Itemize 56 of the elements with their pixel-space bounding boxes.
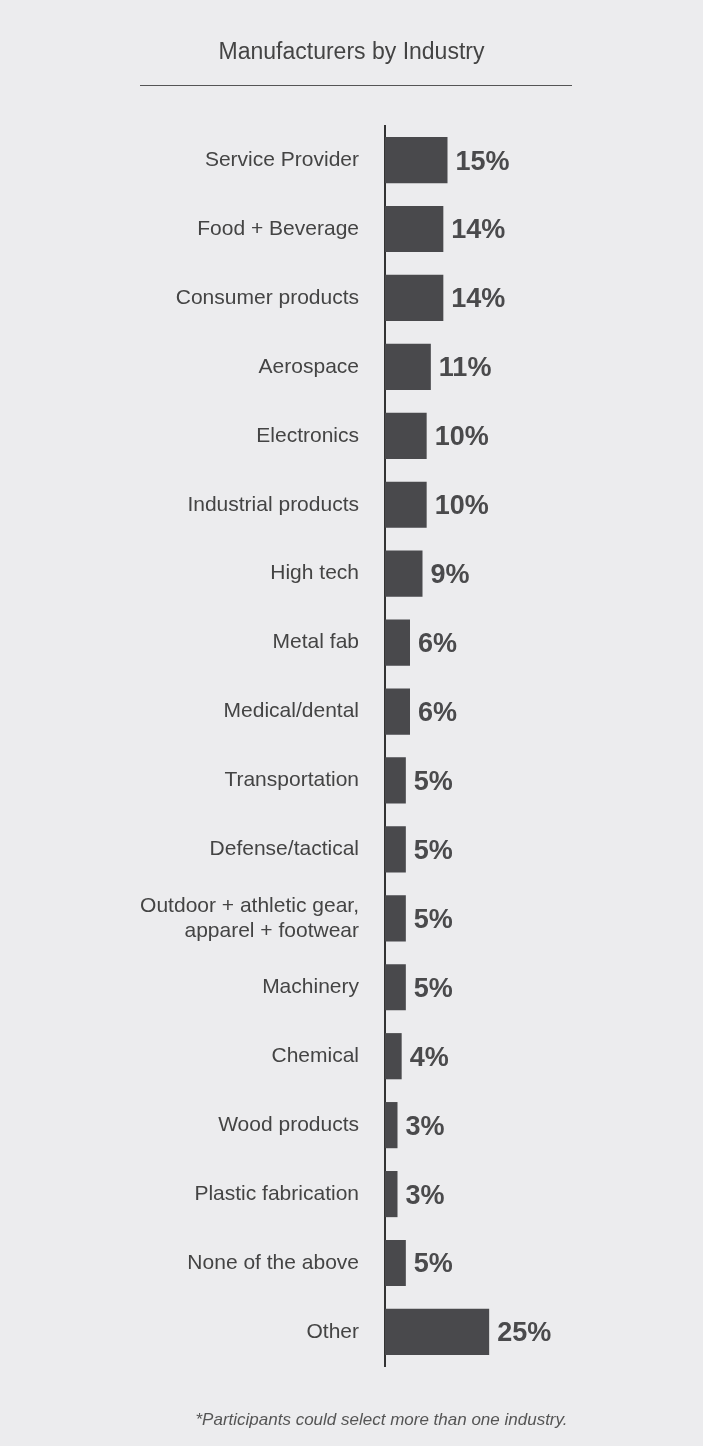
y-tick-label: Defense/tactical: [209, 836, 359, 860]
y-tick-label: Consumer products: [175, 284, 359, 308]
y-tick-label: Outdoor + athletic gear, apparel + footwear: [140, 892, 359, 941]
y-tick-label: Other: [306, 1318, 359, 1342]
y-tick-label: Transportation: [224, 767, 359, 791]
data-label: 6%: [418, 696, 458, 727]
data-label: 14%: [451, 283, 506, 314]
bar: [385, 757, 406, 804]
y-tick-label: High tech: [270, 560, 359, 584]
data-label: 3%: [405, 1110, 445, 1141]
data-label: 5%: [413, 1248, 453, 1279]
data-label: 11%: [438, 352, 492, 383]
data-label: 6%: [418, 628, 458, 659]
data-label: 25%: [497, 1317, 552, 1348]
y-tick-label: Medical/dental: [223, 698, 359, 722]
y-tick-label: Electronics: [256, 422, 359, 446]
data-label: 5%: [413, 834, 453, 865]
bar: [385, 1239, 406, 1287]
bar: [385, 343, 431, 390]
y-tick-label: None of the above: [187, 1249, 359, 1273]
bar: [385, 412, 427, 459]
bar: [385, 895, 406, 942]
data-label: 14%: [451, 214, 506, 245]
bar: [385, 1308, 490, 1356]
bar: [385, 136, 448, 184]
data-label: 10%: [434, 421, 489, 452]
data-label: 10%: [434, 490, 489, 521]
data-label: 5%: [413, 972, 453, 1003]
y-tick-label: Machinery: [262, 974, 360, 998]
bar: [385, 274, 444, 322]
chart-title: Manufacturers by Industry: [217, 38, 486, 65]
y-tick-label: Metal fab: [272, 629, 359, 653]
bar: [385, 205, 444, 253]
y-tick-label: Aerospace: [258, 353, 359, 377]
bar: [385, 688, 410, 735]
data-label: 9%: [430, 559, 470, 590]
bar: [385, 619, 410, 666]
y-tick-label: Wood products: [218, 1111, 359, 1135]
bar: [385, 826, 406, 873]
data-label: 5%: [413, 903, 453, 934]
y-tick-label: Industrial products: [187, 491, 359, 515]
bar: [385, 481, 427, 528]
data-label: 3%: [405, 1179, 445, 1210]
text: *Participants could select more than one industry.: [194, 1410, 569, 1430]
data-label: 4%: [409, 1041, 449, 1072]
bar: [385, 1170, 398, 1218]
bar: [385, 964, 406, 1011]
y-tick-label: Chemical: [271, 1043, 359, 1066]
y-tick-label: Food + Beverage: [197, 215, 359, 239]
data-label: 15%: [455, 145, 510, 176]
bar: [385, 1033, 402, 1080]
data-label: 5%: [413, 765, 453, 796]
y-tick-label: Service Provider: [204, 146, 359, 170]
y-tick-label: Plastic fabrication: [194, 1180, 359, 1204]
bar: [385, 550, 423, 597]
bar: [385, 1102, 398, 1149]
